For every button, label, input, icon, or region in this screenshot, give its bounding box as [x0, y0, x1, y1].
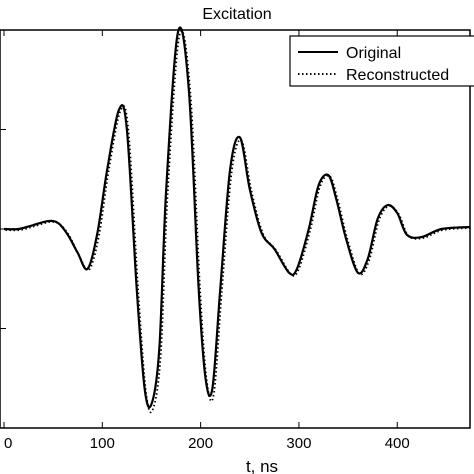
x-ticks — [3, 30, 398, 428]
series-layer — [3, 26, 472, 414]
legend: Original Reconstructed — [289, 35, 474, 87]
x-axis-label: t, ns — [246, 457, 278, 474]
axes-frame — [0, 29, 471, 429]
y-ticks — [0, 29, 6, 429]
x-tick-label-2: 200 — [188, 435, 213, 452]
x-tick-label-4: 400 — [385, 435, 410, 452]
legend-original-label: Original — [346, 45, 401, 62]
x-tick-labels: 0 100 200 300 400 — [4, 435, 410, 452]
legend-reconstructed-label: Reconstructed — [346, 67, 449, 84]
x-tick-label-1: 100 — [90, 435, 115, 452]
x-tick-label-3: 300 — [286, 435, 311, 452]
x-tick-label-0: 0 — [4, 435, 12, 452]
legend-box — [289, 35, 474, 87]
chart-title: Excitation — [202, 6, 271, 23]
plot-area — [0, 26, 472, 429]
